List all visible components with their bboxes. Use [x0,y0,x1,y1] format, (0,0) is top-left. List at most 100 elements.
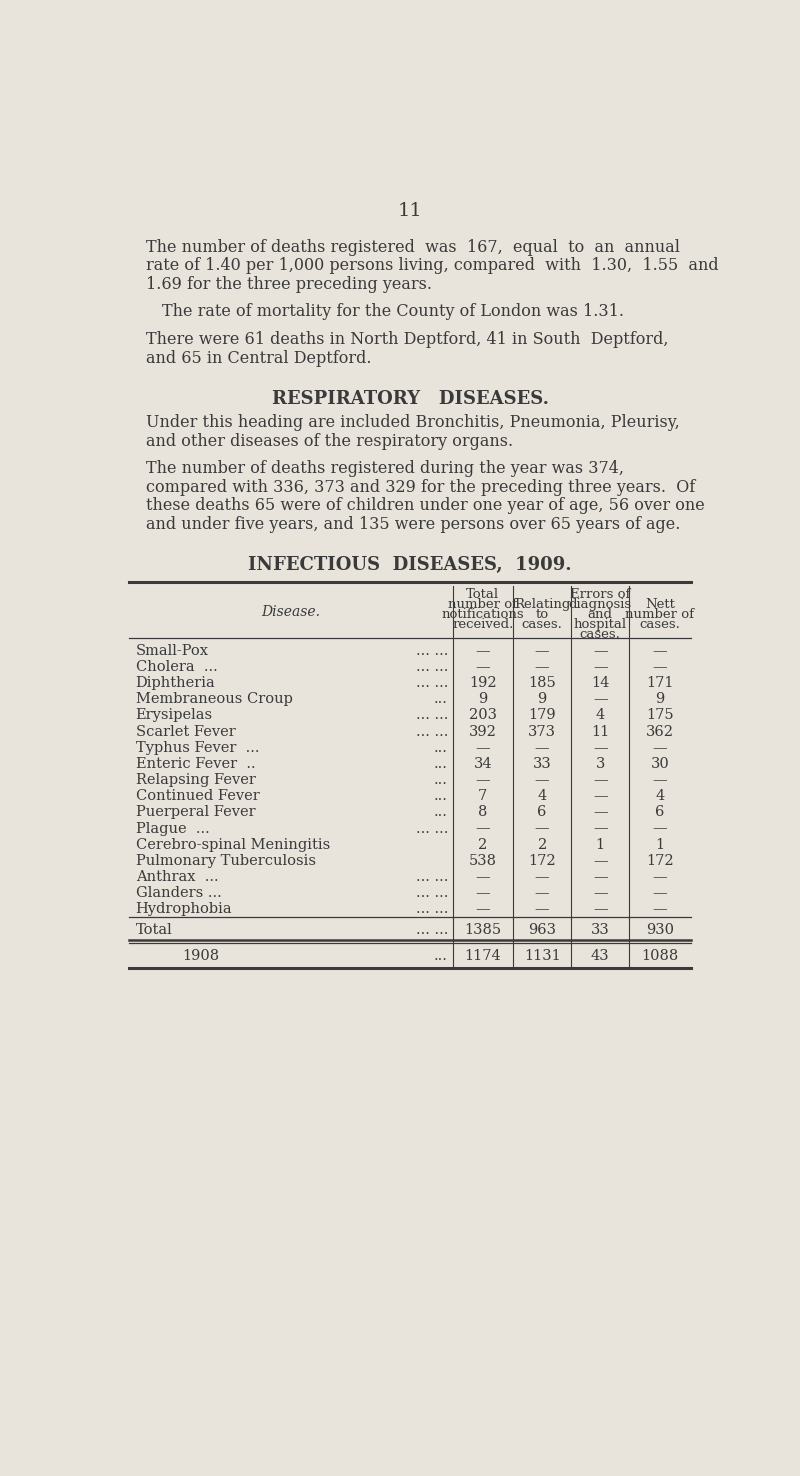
Text: 33: 33 [591,924,610,937]
Text: —: — [535,871,550,884]
Text: INFECTIOUS  DISEASES,  1909.: INFECTIOUS DISEASES, 1909. [248,556,572,574]
Text: —: — [593,773,607,787]
Text: —: — [535,644,550,658]
Text: Relating: Relating [514,598,570,611]
Text: ...: ... [434,741,448,754]
Text: diagnosis: diagnosis [569,598,632,611]
Text: —: — [475,741,490,754]
Text: hospital: hospital [574,618,627,632]
Text: ... ...: ... ... [416,871,448,884]
Text: 1385: 1385 [464,924,502,937]
Text: —: — [593,902,607,917]
Text: There were 61 deaths in North Deptford, 41 in South  Deptford,: There were 61 deaths in North Deptford, … [146,331,669,348]
Text: 1174: 1174 [465,949,502,964]
Text: and under five years, and 135 were persons over 65 years of age.: and under five years, and 135 were perso… [146,517,681,533]
Text: 2: 2 [538,838,546,852]
Text: ...: ... [434,790,448,803]
Text: ... ...: ... ... [416,822,448,835]
Text: 1: 1 [596,838,605,852]
Text: Disease.: Disease. [262,605,321,620]
Text: ... ...: ... ... [416,660,448,675]
Text: Cerebro-spinal Meningitis: Cerebro-spinal Meningitis [136,838,330,852]
Text: —: — [653,660,667,675]
Text: 43: 43 [591,949,610,964]
Text: 362: 362 [646,725,674,738]
Text: 185: 185 [528,676,556,691]
Text: ... ...: ... ... [416,708,448,722]
Text: 1088: 1088 [642,949,678,964]
Text: 1.69 for the three preceding years.: 1.69 for the three preceding years. [146,276,433,292]
Text: 1908: 1908 [182,949,219,964]
Text: 179: 179 [528,708,556,722]
Text: Typhus Fever  ...: Typhus Fever ... [136,741,259,754]
Text: —: — [593,660,607,675]
Text: —: — [535,902,550,917]
Text: these deaths 65 were of children under one year of age, 56 over one: these deaths 65 were of children under o… [146,497,706,515]
Text: cases.: cases. [522,617,562,630]
Text: 8: 8 [478,806,487,819]
Text: The number of deaths registered during the year was 374,: The number of deaths registered during t… [146,461,625,477]
Text: and 65 in Central Deptford.: and 65 in Central Deptford. [146,350,372,366]
Text: 9: 9 [478,692,487,706]
Text: Hydrophobia: Hydrophobia [136,902,232,917]
Text: 172: 172 [646,855,674,868]
Text: —: — [535,886,550,900]
Text: —: — [593,806,607,819]
Text: Anthrax  ...: Anthrax ... [136,871,218,884]
Text: —: — [593,741,607,754]
Text: 30: 30 [650,757,670,770]
Text: Diphtheria: Diphtheria [136,676,215,691]
Text: —: — [593,790,607,803]
Text: Total: Total [466,589,499,601]
Text: RESPIRATORY   DISEASES.: RESPIRATORY DISEASES. [271,390,549,407]
Text: —: — [653,886,667,900]
Text: Erysipelas: Erysipelas [136,708,213,722]
Text: Small-Pox: Small-Pox [136,644,209,658]
Text: 9: 9 [655,692,665,706]
Text: to: to [535,608,549,620]
Text: —: — [653,741,667,754]
Text: 171: 171 [646,676,674,691]
Text: Plague  ...: Plague ... [136,822,210,835]
Text: notifications: notifications [442,608,524,621]
Text: 4: 4 [655,790,665,803]
Text: 392: 392 [469,725,497,738]
Text: —: — [475,773,490,787]
Text: Scarlet Fever: Scarlet Fever [136,725,235,738]
Text: ...: ... [434,949,448,964]
Text: 7: 7 [478,790,487,803]
Text: —: — [593,855,607,868]
Text: number of: number of [626,608,694,620]
Text: —: — [475,822,490,835]
Text: —: — [475,644,490,658]
Text: —: — [535,773,550,787]
Text: 14: 14 [591,676,610,691]
Text: —: — [593,692,607,706]
Text: 175: 175 [646,708,674,722]
Text: 4: 4 [596,708,605,722]
Text: ...: ... [434,757,448,770]
Text: 9: 9 [538,692,546,706]
Text: —: — [593,871,607,884]
Text: Glanders ...: Glanders ... [136,886,222,900]
Text: received.: received. [452,618,514,632]
Text: —: — [593,644,607,658]
Text: ... ...: ... ... [416,644,448,658]
Text: Enteric Fever  ..: Enteric Fever .. [136,757,255,770]
Text: 538: 538 [469,855,497,868]
Text: 11: 11 [398,202,422,220]
Text: —: — [593,886,607,900]
Text: ...: ... [434,806,448,819]
Text: 2: 2 [478,838,487,852]
Text: Continued Fever: Continued Fever [136,790,259,803]
Text: 1131: 1131 [524,949,561,964]
Text: 34: 34 [474,757,492,770]
Text: —: — [475,902,490,917]
Text: 963: 963 [528,924,556,937]
Text: 203: 203 [469,708,497,722]
Text: cases.: cases. [580,629,621,642]
Text: 3: 3 [595,757,605,770]
Text: ... ...: ... ... [416,902,448,917]
Text: Under this heading are included Bronchitis, Pneumonia, Pleurisy,: Under this heading are included Bronchit… [146,415,680,431]
Text: ... ...: ... ... [416,886,448,900]
